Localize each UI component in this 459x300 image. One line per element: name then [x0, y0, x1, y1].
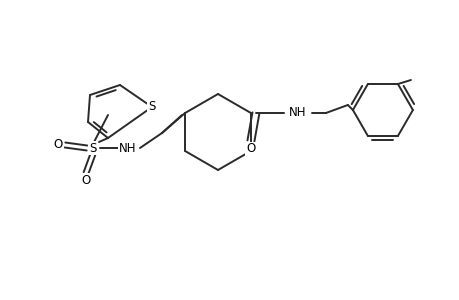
Text: NH: NH [289, 106, 306, 119]
Text: S: S [89, 142, 96, 154]
Text: O: O [53, 139, 62, 152]
Text: NH: NH [119, 142, 136, 154]
Text: O: O [81, 173, 90, 187]
Text: O: O [246, 142, 255, 155]
Text: S: S [148, 100, 155, 113]
